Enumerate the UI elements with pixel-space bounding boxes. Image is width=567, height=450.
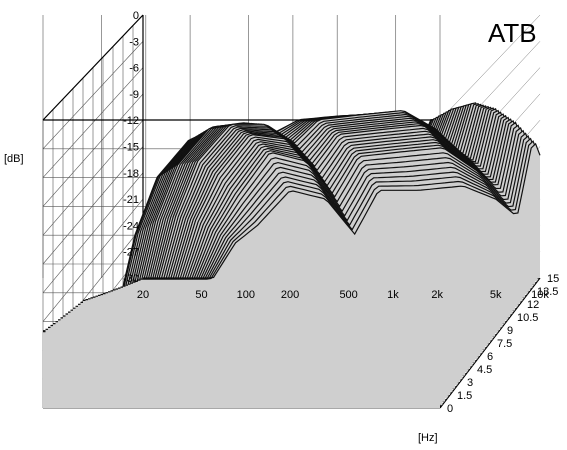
z-tick-label: -9 xyxy=(129,89,139,101)
z-tick-label: -15 xyxy=(123,142,139,154)
z-tick-label: -3 xyxy=(129,36,139,48)
x-tick-label: 100 xyxy=(237,289,255,301)
z-tick-label: -12 xyxy=(123,115,139,127)
t-tick-label: 13.5 xyxy=(537,286,558,298)
x-tick-label: 10k xyxy=(531,289,549,301)
x-tick-label: 200 xyxy=(281,289,299,301)
x-tick-label: 2k xyxy=(431,289,443,301)
z-tick-label: 0 xyxy=(133,10,139,22)
t-tick-label: 1.5 xyxy=(457,390,472,402)
z-tick-label: -18 xyxy=(123,168,139,180)
x-tick-label: 50 xyxy=(195,289,207,301)
t-tick-label: 15 xyxy=(547,273,559,285)
z-tick-label: -24 xyxy=(123,220,139,232)
chart-title: ATB xyxy=(488,18,537,48)
t-tick-label: 7.5 xyxy=(497,338,512,350)
decay-slice-curve xyxy=(143,142,541,279)
t-tick-label: 0 xyxy=(447,403,453,415)
t-tick-label: 3 xyxy=(467,377,473,389)
axis-labels: [dB] [Hz] ATB 0 -3 -6 -9 -12 -15 -18 -21 -24 -27 -… xyxy=(4,10,559,444)
grid-line xyxy=(439,14,541,121)
z-tick-label: -27 xyxy=(123,247,139,259)
t-tick-label: 10.5 xyxy=(517,312,538,324)
decay-slice-fill xyxy=(143,143,540,278)
decay-surface xyxy=(43,102,541,408)
z-tick-label: -21 xyxy=(123,194,139,206)
t-tick-label: 9 xyxy=(507,325,513,337)
t-tick-label: 6 xyxy=(487,351,493,363)
x-tick-label: 1k xyxy=(387,289,399,301)
z-tick-label: -30 xyxy=(123,273,139,285)
z-tick-label: -6 xyxy=(129,63,139,75)
t-tick-label: 12 xyxy=(527,299,539,311)
decay-slice-curve xyxy=(140,140,539,280)
t-tick-label: 4.5 xyxy=(477,364,492,376)
x-tick-label: 5k xyxy=(490,289,502,301)
x-tick-label: 20 xyxy=(137,289,149,301)
frame-edge xyxy=(42,14,144,121)
x-axis-unit: [Hz] xyxy=(418,432,438,444)
x-tick-label: 500 xyxy=(339,289,357,301)
z-axis-unit: [dB] xyxy=(4,153,24,165)
